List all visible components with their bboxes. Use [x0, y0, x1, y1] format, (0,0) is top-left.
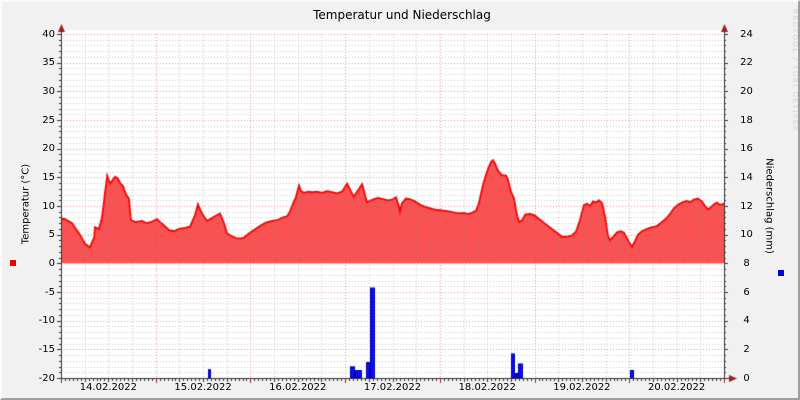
right-axis-tick: 6 — [743, 286, 750, 298]
chart-title: Temperatur und Niederschlag — [313, 8, 491, 22]
x-axis-date-tick: 20.02.2022 — [648, 382, 706, 393]
x-axis-date-tick: 16.02.2022 — [269, 382, 327, 393]
left-axis-tick: 30 — [42, 85, 55, 97]
right-axis-tick: 4 — [743, 315, 750, 327]
right-axis-tick: 0 — [743, 372, 750, 384]
right-axis-tick: 14 — [740, 171, 753, 183]
right-axis-tick: 22 — [740, 57, 753, 69]
left-axis-tick: 25 — [42, 114, 55, 126]
left-axis-tick: 35 — [42, 57, 55, 69]
precipitation-legend-swatch — [778, 270, 784, 276]
x-axis-date-tick: 15.02.2022 — [174, 382, 232, 393]
temperature-legend-swatch — [10, 260, 16, 266]
right-axis-tick: 16 — [740, 143, 753, 155]
left-axis-tick: -15 — [38, 343, 55, 355]
right-axis-tick: 18 — [740, 114, 753, 126]
left-axis-tick: -10 — [38, 315, 55, 327]
x-axis-date-tick: 17.02.2022 — [363, 382, 422, 393]
right-axis-tick: 8 — [743, 257, 750, 269]
rrdtool-watermark: RRDTOOL / TOBI OETIKER — [791, 9, 799, 133]
left-axis-tick: 10 — [42, 200, 55, 212]
x-axis-date-tick: 18.02.2022 — [458, 382, 516, 393]
left-axis-tick: 15 — [42, 171, 55, 183]
x-axis-date-tick: 14.02.2022 — [79, 382, 137, 393]
left-axis-tick: 20 — [42, 143, 55, 155]
left-axis-tick: 40 — [42, 28, 55, 40]
left-axis-tick: 5 — [48, 229, 55, 241]
right-axis-tick: 24 — [740, 28, 753, 40]
right-axis-label: Niederschlag (mm) — [763, 158, 775, 254]
right-axis-tick: 20 — [740, 85, 753, 97]
right-axis-tick: 10 — [740, 229, 753, 241]
left-axis-tick: -5 — [45, 286, 55, 298]
x-axis-date-tick: 19.02.2022 — [553, 382, 611, 393]
right-axis-tick: 12 — [740, 200, 753, 212]
left-axis-tick: 0 — [48, 257, 55, 269]
right-axis-tick: 2 — [743, 343, 750, 355]
left-axis-tick: -20 — [38, 372, 55, 384]
